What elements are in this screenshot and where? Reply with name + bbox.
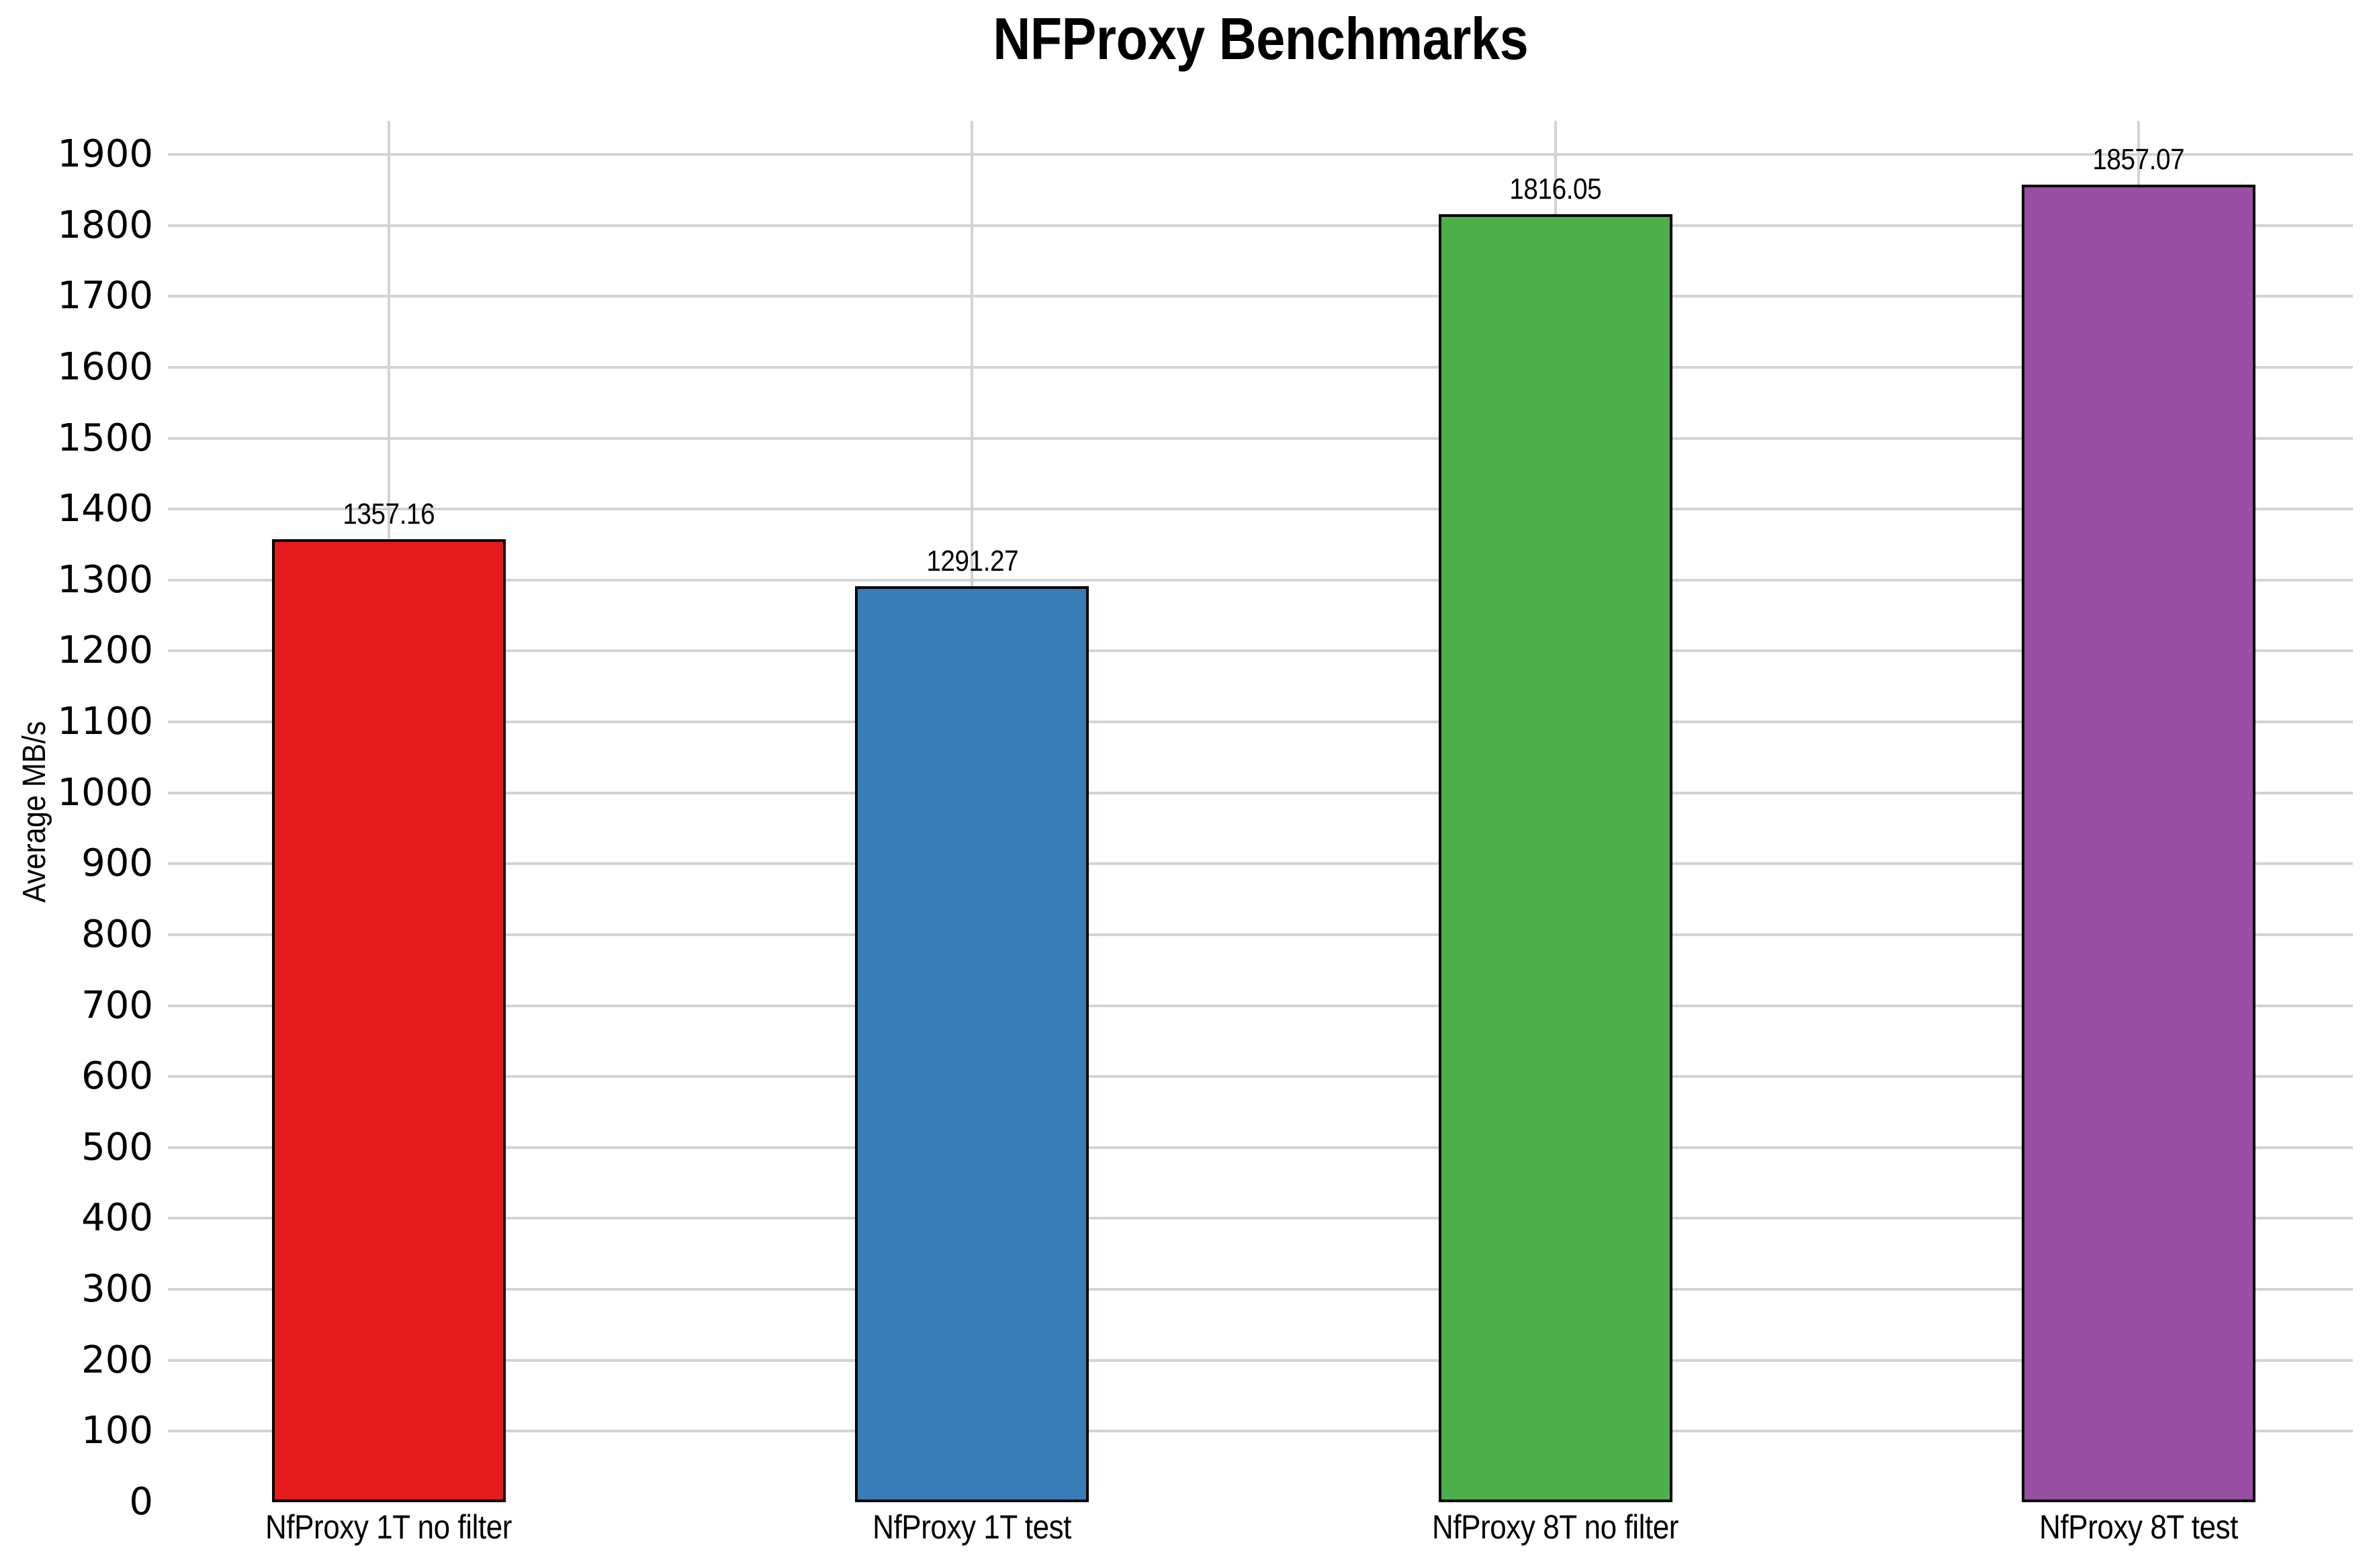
x-tick-label: NfProxy 1T test bbox=[670, 1508, 1274, 1546]
y-tick-label: 900 bbox=[81, 841, 153, 886]
chart-title: NFProxy Benchmarks bbox=[589, 5, 1932, 73]
x-tick-text: NfProxy 1T no filter bbox=[265, 1508, 512, 1546]
y-gridline bbox=[168, 1075, 2353, 1078]
y-tick-label: 100 bbox=[81, 1409, 153, 1453]
y-gridline bbox=[168, 1358, 2353, 1362]
y-gridline bbox=[168, 721, 2353, 724]
y-tick-label: 800 bbox=[81, 912, 153, 956]
bar bbox=[855, 586, 1089, 1502]
y-tick-label: 1600 bbox=[57, 344, 153, 389]
y-tick-label: 400 bbox=[81, 1196, 153, 1240]
y-tick-label: 600 bbox=[81, 1054, 153, 1099]
y-gridline bbox=[168, 508, 2353, 511]
y-tick-label: 1500 bbox=[57, 416, 153, 460]
bar bbox=[1438, 214, 1672, 1502]
y-gridline bbox=[168, 224, 2353, 227]
y-gridline bbox=[168, 1217, 2353, 1220]
y-tick-label: 1100 bbox=[57, 700, 153, 744]
y-tick-label: 700 bbox=[81, 983, 153, 1027]
y-gridline bbox=[168, 1430, 2353, 1433]
y-tick-label: 1400 bbox=[57, 487, 153, 531]
bar-value-text: 1857.07 bbox=[2092, 143, 2185, 177]
y-tick-label: 1200 bbox=[57, 629, 153, 673]
y-tick-label: 500 bbox=[81, 1125, 153, 1169]
y-gridline bbox=[168, 649, 2353, 653]
x-tick-text: NfProxy 8T no filter bbox=[1432, 1508, 1679, 1546]
bar-value-label: 1816.05 bbox=[1354, 173, 1757, 206]
bar-value-label: 1291.27 bbox=[770, 545, 1173, 578]
x-tick-text: NfProxy 1T test bbox=[872, 1508, 1072, 1546]
y-gridline bbox=[168, 365, 2353, 369]
y-tick-label: 300 bbox=[81, 1267, 153, 1311]
y-gridline bbox=[168, 791, 2353, 794]
y-gridline bbox=[168, 1288, 2353, 1291]
y-gridline bbox=[168, 578, 2353, 582]
bar bbox=[272, 539, 506, 1502]
bar-value-label: 1357.16 bbox=[187, 498, 590, 531]
y-tick-label: 200 bbox=[81, 1338, 153, 1382]
bar-value-label: 1857.07 bbox=[1937, 143, 2340, 177]
y-gridline bbox=[168, 1004, 2353, 1007]
y-tick-label: 1700 bbox=[57, 274, 153, 318]
y-tick-label: 1800 bbox=[57, 203, 153, 247]
x-tick-text: NfProxy 8T test bbox=[2039, 1508, 2238, 1546]
bar-value-text: 1291.27 bbox=[926, 545, 1018, 578]
y-tick-label: 1900 bbox=[57, 132, 153, 176]
y-tick-label: 0 bbox=[129, 1480, 153, 1524]
bar-value-text: 1357.16 bbox=[343, 498, 435, 531]
x-tick-label: NfProxy 1T no filter bbox=[87, 1508, 691, 1546]
y-gridline bbox=[168, 295, 2353, 298]
chart-title-text: NFProxy Benchmarks bbox=[993, 5, 1528, 72]
y-gridline bbox=[168, 933, 2353, 936]
y-gridline bbox=[168, 436, 2353, 440]
bar bbox=[2021, 185, 2255, 1502]
y-gridline bbox=[168, 153, 2353, 156]
y-gridline bbox=[168, 1146, 2353, 1149]
bar-value-text: 1816.05 bbox=[1509, 172, 1602, 205]
y-tick-label: 1300 bbox=[57, 557, 153, 602]
y-gridline bbox=[168, 862, 2353, 866]
x-tick-label: NfProxy 8T no filter bbox=[1253, 1508, 1858, 1546]
y-tick-label: 1000 bbox=[57, 770, 153, 815]
x-tick-label: NfProxy 8T test bbox=[1836, 1508, 2373, 1546]
